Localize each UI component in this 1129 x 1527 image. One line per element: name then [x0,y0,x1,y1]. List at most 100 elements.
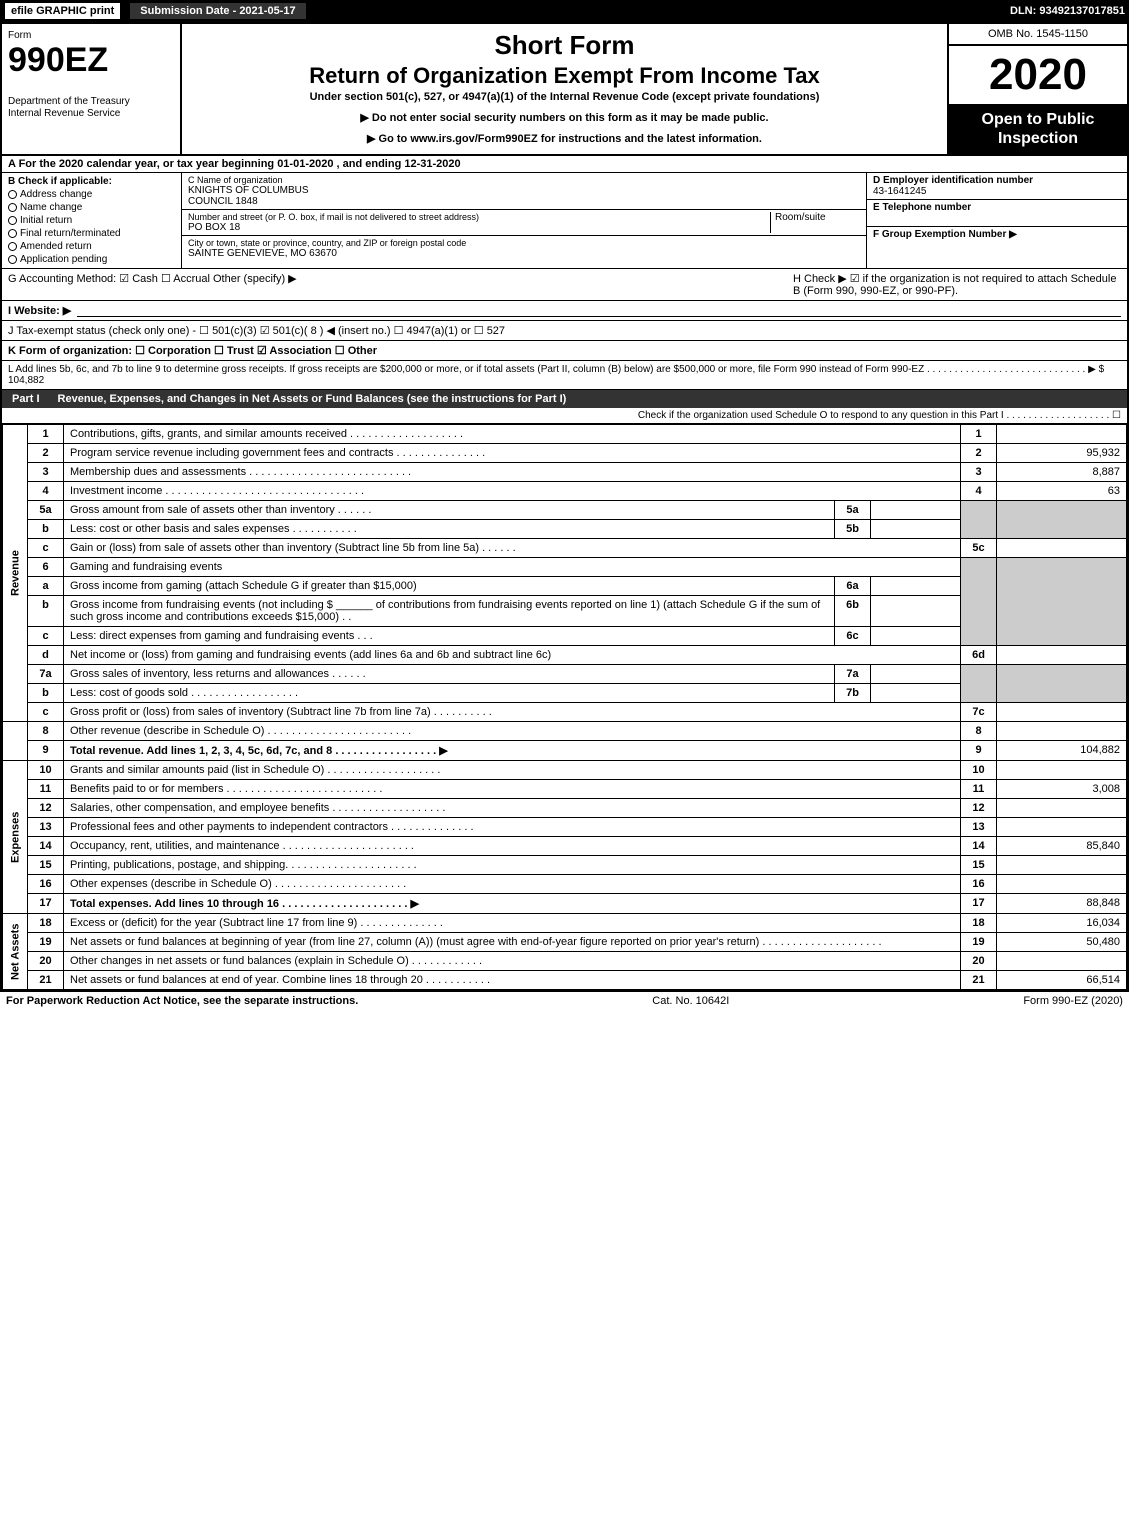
line-12-desc: Salaries, other compensation, and employ… [64,799,961,818]
line-7b-num: b [28,684,64,703]
line-12-num: 12 [28,799,64,818]
line-7a-num: 7a [28,665,64,684]
line-6c-side: 6c [835,627,871,646]
line-6c-desc: Less: direct expenses from gaming and fu… [64,627,835,646]
e-phone-label: E Telephone number [873,202,1121,213]
line-5c-num: c [28,539,64,558]
line-17-desc: Total expenses. Add lines 10 through 16 … [64,894,961,914]
line-19-amt: 50,480 [997,933,1127,952]
section-b-header: B Check if applicable: [8,175,175,188]
check-application-pending[interactable]: Application pending [8,253,175,266]
j-tax-exempt-row: J Tax-exempt status (check only one) - ☐… [2,321,1127,341]
line-6a-desc: Gross income from gaming (attach Schedul… [64,577,835,596]
expenses-side-label: Expenses [3,761,28,914]
website-input-line[interactable] [77,304,1121,317]
entity-box-row: B Check if applicable: Address change Na… [2,173,1127,269]
goto-link[interactable]: ▶ Go to www.irs.gov/Form990EZ for instru… [188,132,941,145]
h-schedule-b: H Check ▶ ☑ if the organization is not r… [781,272,1121,297]
line-10-num: 10 [28,761,64,780]
part-1-label: Part I [2,390,50,408]
line-6a-num: a [28,577,64,596]
line-1-amt [997,425,1127,444]
g-accounting-method: G Accounting Method: ☑ Cash ☐ Accrual Ot… [8,272,781,297]
line-13-idx: 13 [961,818,997,837]
line-18-desc: Excess or (deficit) for the year (Subtra… [64,914,961,933]
line-15-idx: 15 [961,856,997,875]
line-20-amt [997,952,1127,971]
line-5b-desc: Less: cost or other basis and sales expe… [64,520,835,539]
tax-year: 2020 [949,46,1127,104]
no-ssn-notice: ▶ Do not enter social security numbers o… [188,111,941,124]
line-2-num: 2 [28,444,64,463]
line-12-amt [997,799,1127,818]
i-website-row: I Website: ▶ [2,301,1127,321]
right-info-column: D Employer identification number 43-1641… [867,173,1127,268]
irs-link[interactable]: ▶ Go to www.irs.gov/Form990EZ for instru… [367,133,762,145]
line-6b-sideamt [871,596,961,627]
line-8-amt [997,722,1127,741]
line-5c-idx: 5c [961,539,997,558]
street-label: Number and street (or P. O. box, if mail… [188,212,770,222]
line-7c-amt [997,703,1127,722]
org-name2: COUNCIL 1848 [188,196,860,207]
line-11-idx: 11 [961,780,997,799]
submission-date-button[interactable]: Submission Date - 2021-05-17 [129,2,306,20]
line-6b-side: 6b [835,596,871,627]
line-16-num: 16 [28,875,64,894]
dept-treasury: Department of the Treasury Internal Reve… [8,96,174,120]
i-website-label: I Website: ▶ [8,304,71,317]
line-18-idx: 18 [961,914,997,933]
line-8-num: 8 [28,722,64,741]
line-15-num: 15 [28,856,64,875]
ein-value: 43-1641245 [873,186,1121,197]
line-4-desc: Investment income . . . . . . . . . . . … [64,482,961,501]
line-7c-desc: Gross profit or (loss) from sales of inv… [64,703,961,722]
line-3-desc: Membership dues and assessments . . . . … [64,463,961,482]
city-value: SAINTE GENEVIEVE, MO 63670 [188,248,860,259]
title-row: Form 990EZ Department of the Treasury In… [2,24,1127,156]
line-14-amt: 85,840 [997,837,1127,856]
check-initial-return[interactable]: Initial return [8,214,175,227]
part-1-header: Part I Revenue, Expenses, and Changes in… [2,390,1127,408]
title-center: Short Form Return of Organization Exempt… [182,24,947,154]
section-b-checkboxes: B Check if applicable: Address change Na… [2,173,182,268]
shade-6abc [961,558,997,646]
c-name-label: C Name of organization [188,175,860,185]
line-11-desc: Benefits paid to or for members . . . . … [64,780,961,799]
dln-label: DLN: 93492137017851 [1010,5,1125,17]
check-amended-return[interactable]: Amended return [8,240,175,253]
line-5c-desc: Gain or (loss) from sale of assets other… [64,539,961,558]
check-address-change[interactable]: Address change [8,188,175,201]
line-17-idx: 17 [961,894,997,914]
line-3-amt: 8,887 [997,463,1127,482]
efile-graphic-print-button[interactable]: efile GRAPHIC print [4,2,121,20]
line-21-num: 21 [28,971,64,990]
line-10-idx: 10 [961,761,997,780]
line-21-amt: 66,514 [997,971,1127,990]
form-word: Form [8,30,174,41]
line-5b-num: b [28,520,64,539]
g-h-row: G Accounting Method: ☑ Cash ☐ Accrual Ot… [2,269,1127,301]
line-5b-sideamt [871,520,961,539]
check-final-return[interactable]: Final return/terminated [8,227,175,240]
form-version: Form 990-EZ (2020) [1023,995,1123,1007]
check-name-change[interactable]: Name change [8,201,175,214]
line-7c-idx: 7c [961,703,997,722]
line-4-amt: 63 [997,482,1127,501]
efile-top-bar: efile GRAPHIC print Submission Date - 20… [0,0,1129,22]
line-15-desc: Printing, publications, postage, and shi… [64,856,961,875]
line-13-desc: Professional fees and other payments to … [64,818,961,837]
line-9-idx: 9 [961,741,997,761]
line-7c-num: c [28,703,64,722]
paperwork-notice: For Paperwork Reduction Act Notice, see … [6,995,358,1007]
line-3-num: 3 [28,463,64,482]
shade-6abc-amt [997,558,1127,646]
d-ein-label: D Employer identification number [873,175,1121,186]
line-6d-amt [997,646,1127,665]
revenue-side-label: Revenue [3,425,28,722]
shade-5ab-amt [997,501,1127,539]
line-1-desc: Contributions, gifts, grants, and simila… [64,425,961,444]
line-21-desc: Net assets or fund balances at end of ye… [64,971,961,990]
line-1-num: 1 [28,425,64,444]
f-group-exemption-label: F Group Exemption Number ▶ [873,229,1121,240]
